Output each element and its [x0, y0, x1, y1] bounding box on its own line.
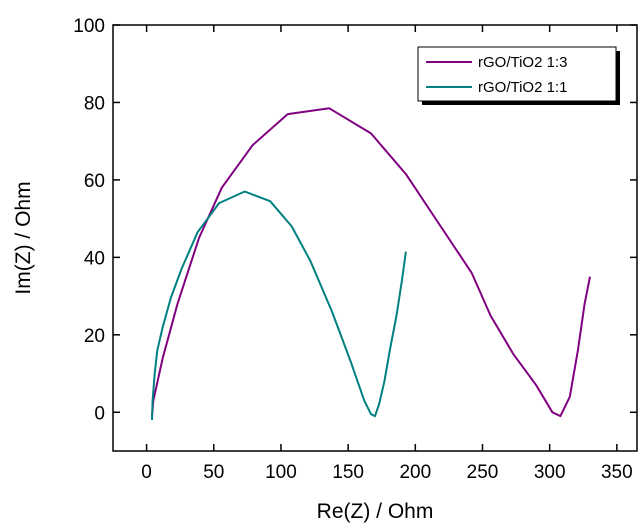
legend-box [417, 46, 617, 102]
x-tick-label: 50 [203, 462, 224, 483]
x-axis-title: Re(Z) / Ohm [317, 500, 434, 523]
y-tick-label: 60 [84, 171, 105, 192]
x-tick-label: 150 [332, 462, 364, 483]
y-tick-label: 80 [84, 93, 105, 114]
x-tick-label: 200 [399, 462, 431, 483]
x-tick-label: 300 [534, 462, 566, 483]
plot-area: 0 50 100 150 200 250 300 350 0 20 40 60 80 100 rGO/Ti… [73, 16, 638, 483]
x-tick-label: 100 [265, 462, 297, 483]
y-tick-label: 20 [84, 326, 105, 347]
series-line-2 [151, 190, 407, 421]
series-line-1 [151, 107, 591, 418]
legend: rGO/TiO2 1:3 rGO/TiO2 1:1 [417, 46, 620, 105]
x-tick-label: 0 [141, 462, 152, 483]
legend-label-1: rGO/TiO2 1:3 [478, 54, 567, 71]
y-axis-title: Im(Z) / Ohm [12, 181, 35, 294]
y-tick-label: 40 [84, 248, 105, 269]
legend-label-2: rGO/TiO2 1:1 [478, 79, 567, 96]
series-layer [151, 107, 591, 421]
y-tick-label: 0 [94, 403, 105, 424]
y-tick-label: 100 [73, 16, 105, 37]
x-tick-label: 350 [601, 462, 633, 483]
plot-frame [112, 24, 638, 452]
axis-ticks: 0 50 100 150 200 250 300 350 0 20 40 60 80 100 [73, 16, 637, 483]
x-tick-label: 250 [467, 462, 499, 483]
